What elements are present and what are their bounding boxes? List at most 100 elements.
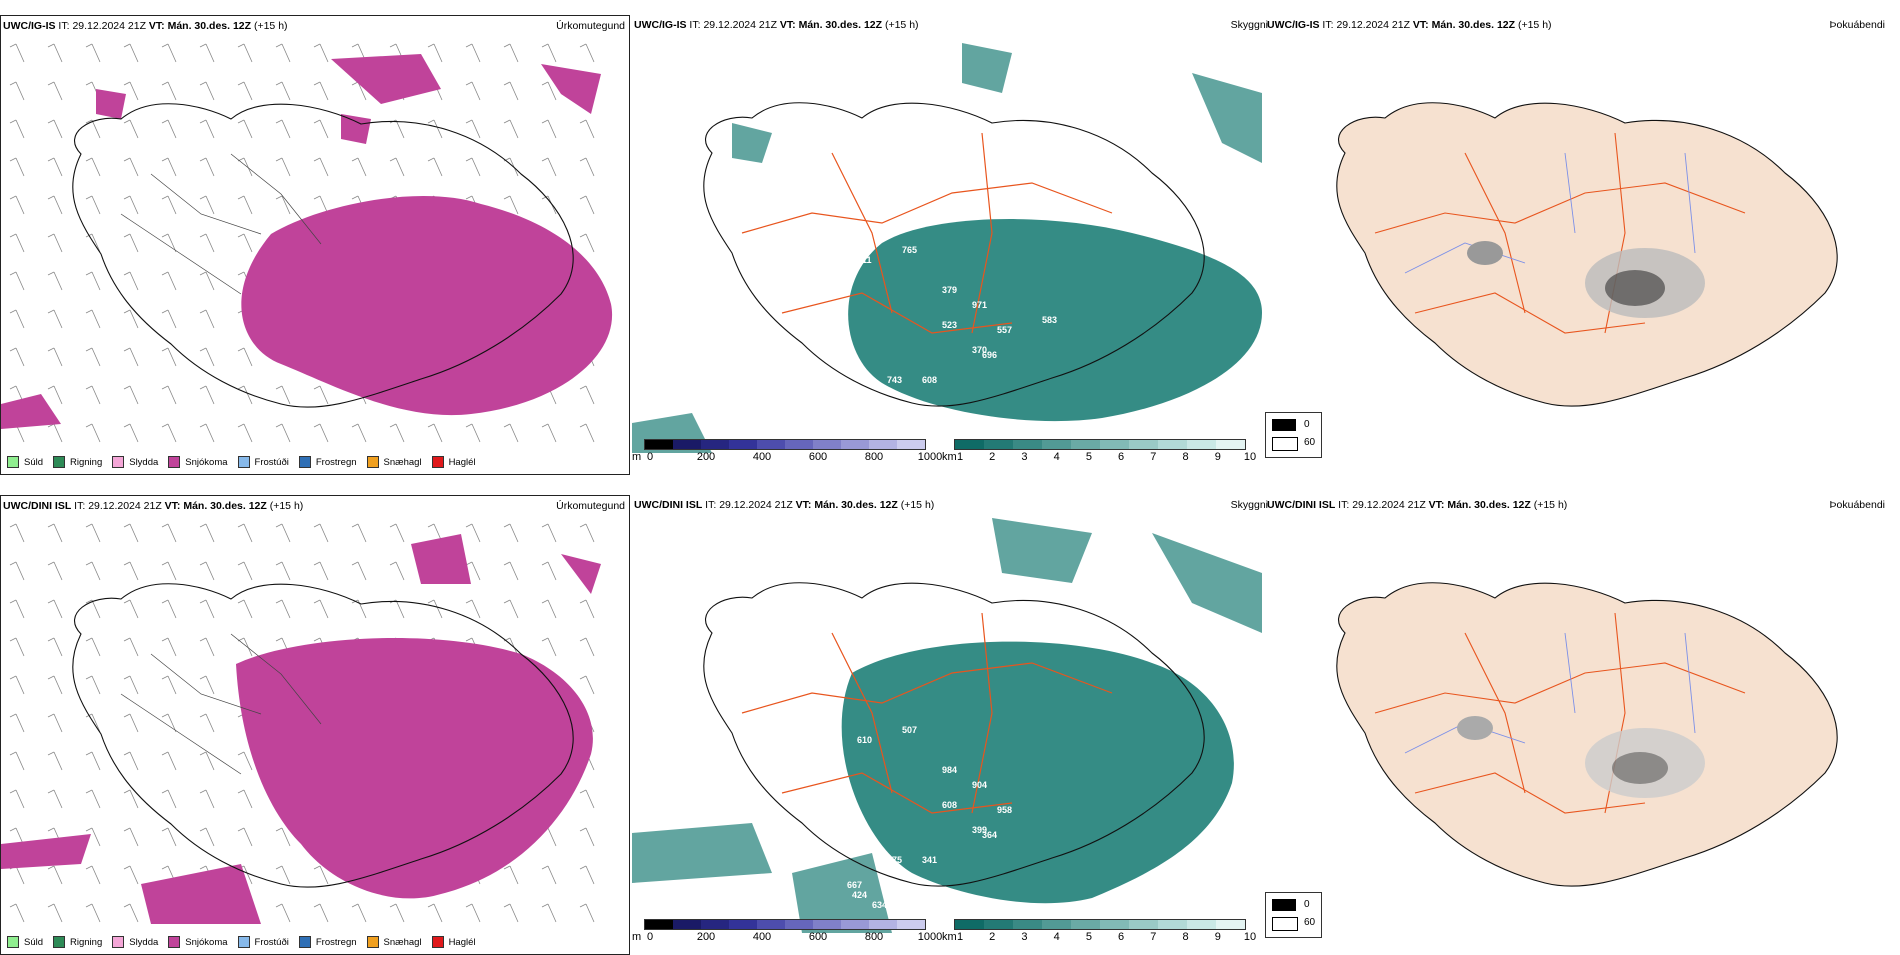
peak-label: 610 <box>857 735 872 745</box>
legend-item: Frostúði <box>237 456 289 468</box>
wind-barb <box>199 599 215 619</box>
wind-barb <box>237 599 253 619</box>
colorbar-swatch <box>869 920 897 929</box>
wind-barb <box>237 43 253 63</box>
wind-barb <box>85 599 101 619</box>
wind-barb <box>503 423 519 443</box>
legend-label: Frostúði <box>254 936 289 948</box>
precip-type-legend: Súld Rigning Slydda Snjókoma Frostúði Frostre… <box>7 936 476 948</box>
wind-barb <box>123 385 139 405</box>
wind-barb <box>161 523 177 543</box>
wind-barb <box>85 43 101 63</box>
legend-label: Frostúði <box>254 456 289 468</box>
wind-barb <box>85 751 101 771</box>
wind-barb <box>389 599 405 619</box>
colorbar-swatch <box>785 920 813 929</box>
colorbar-tick: 4 <box>1053 931 1060 943</box>
wind-barb <box>465 599 481 619</box>
wind-barb <box>237 195 253 215</box>
wind-barb <box>579 827 595 847</box>
wind-barb <box>9 713 25 733</box>
wind-barb <box>541 423 557 443</box>
wind-barb <box>85 309 101 329</box>
legend-label: Frostregn <box>315 456 357 468</box>
legend-label: Snæhagl <box>383 456 422 468</box>
wind-barb <box>237 789 253 809</box>
wind-barb <box>237 347 253 367</box>
wind-barb <box>199 271 215 291</box>
wind-barb <box>541 43 557 63</box>
colorbar-swatch <box>1100 920 1129 929</box>
legend-item: Súld <box>7 456 43 468</box>
wind-barb <box>465 43 481 63</box>
wind-barb <box>9 599 25 619</box>
wind-barb <box>541 561 557 581</box>
wind-barb <box>275 157 291 177</box>
colorbar-swatch <box>729 920 757 929</box>
wind-barb <box>275 865 291 885</box>
panel-header: UWC/IG-IS IT: 29.12.2024 21Z VT: Mán. 30… <box>1267 19 1552 31</box>
peak-label: 634 <box>872 900 887 910</box>
wind-barb <box>199 561 215 581</box>
wind-barb <box>389 119 405 139</box>
wind-barb <box>47 599 63 619</box>
wind-barb <box>85 827 101 847</box>
wind-barb <box>427 43 443 63</box>
peak-label: 786 <box>847 400 862 410</box>
wind-barb <box>427 903 443 923</box>
wind-barb <box>465 119 481 139</box>
wind-barb <box>47 347 63 367</box>
wind-barb <box>541 865 557 885</box>
colorbar-swatch <box>841 440 869 449</box>
wind-barb <box>9 903 25 923</box>
wind-barb <box>123 865 139 885</box>
wind-barb <box>161 157 177 177</box>
wind-barb <box>427 423 443 443</box>
colorbar-tick: 9 <box>1214 451 1221 463</box>
wind-barb <box>85 903 101 923</box>
colorbar-tick: 0 <box>646 931 654 943</box>
wind-barb <box>351 903 367 923</box>
fog-panel-bottom: UWC/DINI ISL IT: 29.12.2024 21Z VT: Mán.… <box>1265 495 1895 955</box>
wind-barb <box>579 523 595 543</box>
wind-barb <box>427 119 443 139</box>
colorbar-tick: 6 <box>1118 931 1125 943</box>
colorbar-tick: 400 <box>752 931 772 943</box>
legend-swatch <box>168 936 181 948</box>
colorbar-swatch <box>955 440 984 449</box>
wind-barb <box>313 903 329 923</box>
wind-barb <box>161 309 177 329</box>
wind-barb <box>123 271 139 291</box>
legend-swatch <box>366 936 379 948</box>
colorbar-swatch <box>984 920 1013 929</box>
peak-label: 523 <box>942 320 957 330</box>
legend-swatch <box>366 456 379 468</box>
legend-swatch <box>237 936 250 948</box>
wind-barb <box>579 637 595 657</box>
colorbar-swatch <box>645 920 673 929</box>
wind-barb <box>161 751 177 771</box>
wind-barb <box>47 713 63 733</box>
wind-barb <box>275 599 291 619</box>
colorbar-tick: 9 <box>1214 931 1221 943</box>
wind-barb <box>275 423 291 443</box>
peak-label: 196 <box>852 410 867 420</box>
colorbar-swatch <box>701 440 729 449</box>
peak-label: 696 <box>982 350 997 360</box>
wind-barb <box>47 675 63 695</box>
wind-barb <box>123 789 139 809</box>
colorbar-swatch <box>869 440 897 449</box>
wind-barb <box>9 271 25 291</box>
wind-barb <box>9 309 25 329</box>
wind-barb <box>47 233 63 253</box>
legend-item: Súld <box>7 936 43 948</box>
colorbar-swatch <box>1129 440 1158 449</box>
wind-barb <box>427 157 443 177</box>
wind-barb <box>351 561 367 581</box>
wind-barb <box>123 713 139 733</box>
wind-barb <box>579 599 595 619</box>
wind-barb <box>161 637 177 657</box>
wind-barb <box>465 157 481 177</box>
wind-barb <box>47 43 63 63</box>
